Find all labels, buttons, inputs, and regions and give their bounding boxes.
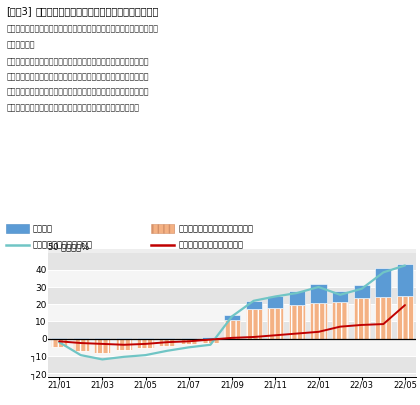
Text: 輸入物価指数（円ベース）: 輸入物価指数（円ベース）: [33, 241, 93, 249]
Bar: [332, 302, 348, 339]
Bar: [137, 339, 154, 348]
Bar: [310, 303, 327, 339]
Bar: [310, 284, 327, 303]
Bar: [289, 291, 305, 305]
Bar: [48, 304, 416, 322]
Text: 輸入物価指数に含まれる為替レート変動の影響: 輸入物価指数に含まれる為替レート変動の影響: [36, 6, 159, 16]
Bar: [73, 339, 89, 351]
Bar: [48, 339, 416, 356]
Bar: [48, 356, 416, 373]
Text: 注：契約通貨ベース要因は、輸入物価指数（契約通貨ベース）の前: 注：契約通貨ベース要因は、輸入物価指数（契約通貨ベース）の前: [6, 57, 149, 66]
Text: 出所：日本銀行「企業物価指数」、「外国為替市況」より、ニッセイ基: 出所：日本銀行「企業物価指数」、「外国為替市況」より、ニッセイ基: [6, 25, 158, 34]
Text: ベース要因の合計と円ベースの前年比が一致するように調整。: ベース要因の合計と円ベースの前年比が一致するように調整。: [6, 103, 139, 112]
Text: [図表3]: [図表3]: [6, 6, 32, 16]
Bar: [397, 296, 413, 339]
Text: 為替要因: 為替要因: [33, 224, 53, 233]
Bar: [116, 338, 132, 339]
Bar: [375, 297, 391, 339]
Bar: [48, 287, 416, 304]
Bar: [181, 339, 197, 344]
Bar: [224, 315, 240, 320]
Bar: [181, 338, 197, 339]
Bar: [246, 309, 262, 339]
Bar: [159, 339, 175, 345]
Text: 輸入物価指数（契約通貨ベース）: 輸入物価指数（契約通貨ベース）: [178, 224, 254, 233]
Text: （参考）ドル円レート前年比: （参考）ドル円レート前年比: [178, 241, 244, 249]
Bar: [73, 338, 89, 339]
Text: 50 前年比、%: 50 前年比、%: [48, 243, 89, 252]
Bar: [48, 322, 416, 339]
Bar: [354, 285, 370, 298]
Text: 礎研究所作成: 礎研究所作成: [6, 40, 35, 49]
Bar: [246, 301, 262, 309]
Bar: [332, 291, 348, 302]
Bar: [202, 337, 218, 339]
Bar: [48, 270, 416, 287]
Bar: [289, 305, 305, 339]
Text: 年比。為替要因は、輸入物価指数（円ベース）を輸入物価指数（契: 年比。為替要因は、輸入物価指数（円ベース）を輸入物価指数（契: [6, 72, 149, 81]
Text: 約通貨ベース）で除したものの前年比。なお、為替要因と契約通貨: 約通貨ベース）で除したものの前年比。なお、為替要因と契約通貨: [6, 88, 149, 97]
Bar: [267, 308, 284, 339]
Bar: [137, 338, 154, 339]
Bar: [202, 339, 218, 343]
Bar: [94, 338, 110, 339]
Bar: [51, 338, 67, 339]
Bar: [94, 339, 110, 352]
Bar: [51, 339, 67, 347]
Bar: [375, 268, 391, 297]
Bar: [224, 320, 240, 339]
Bar: [354, 298, 370, 339]
Bar: [159, 338, 175, 339]
Bar: [267, 296, 284, 308]
Bar: [397, 264, 413, 296]
Bar: [48, 253, 416, 270]
Bar: [116, 339, 132, 350]
